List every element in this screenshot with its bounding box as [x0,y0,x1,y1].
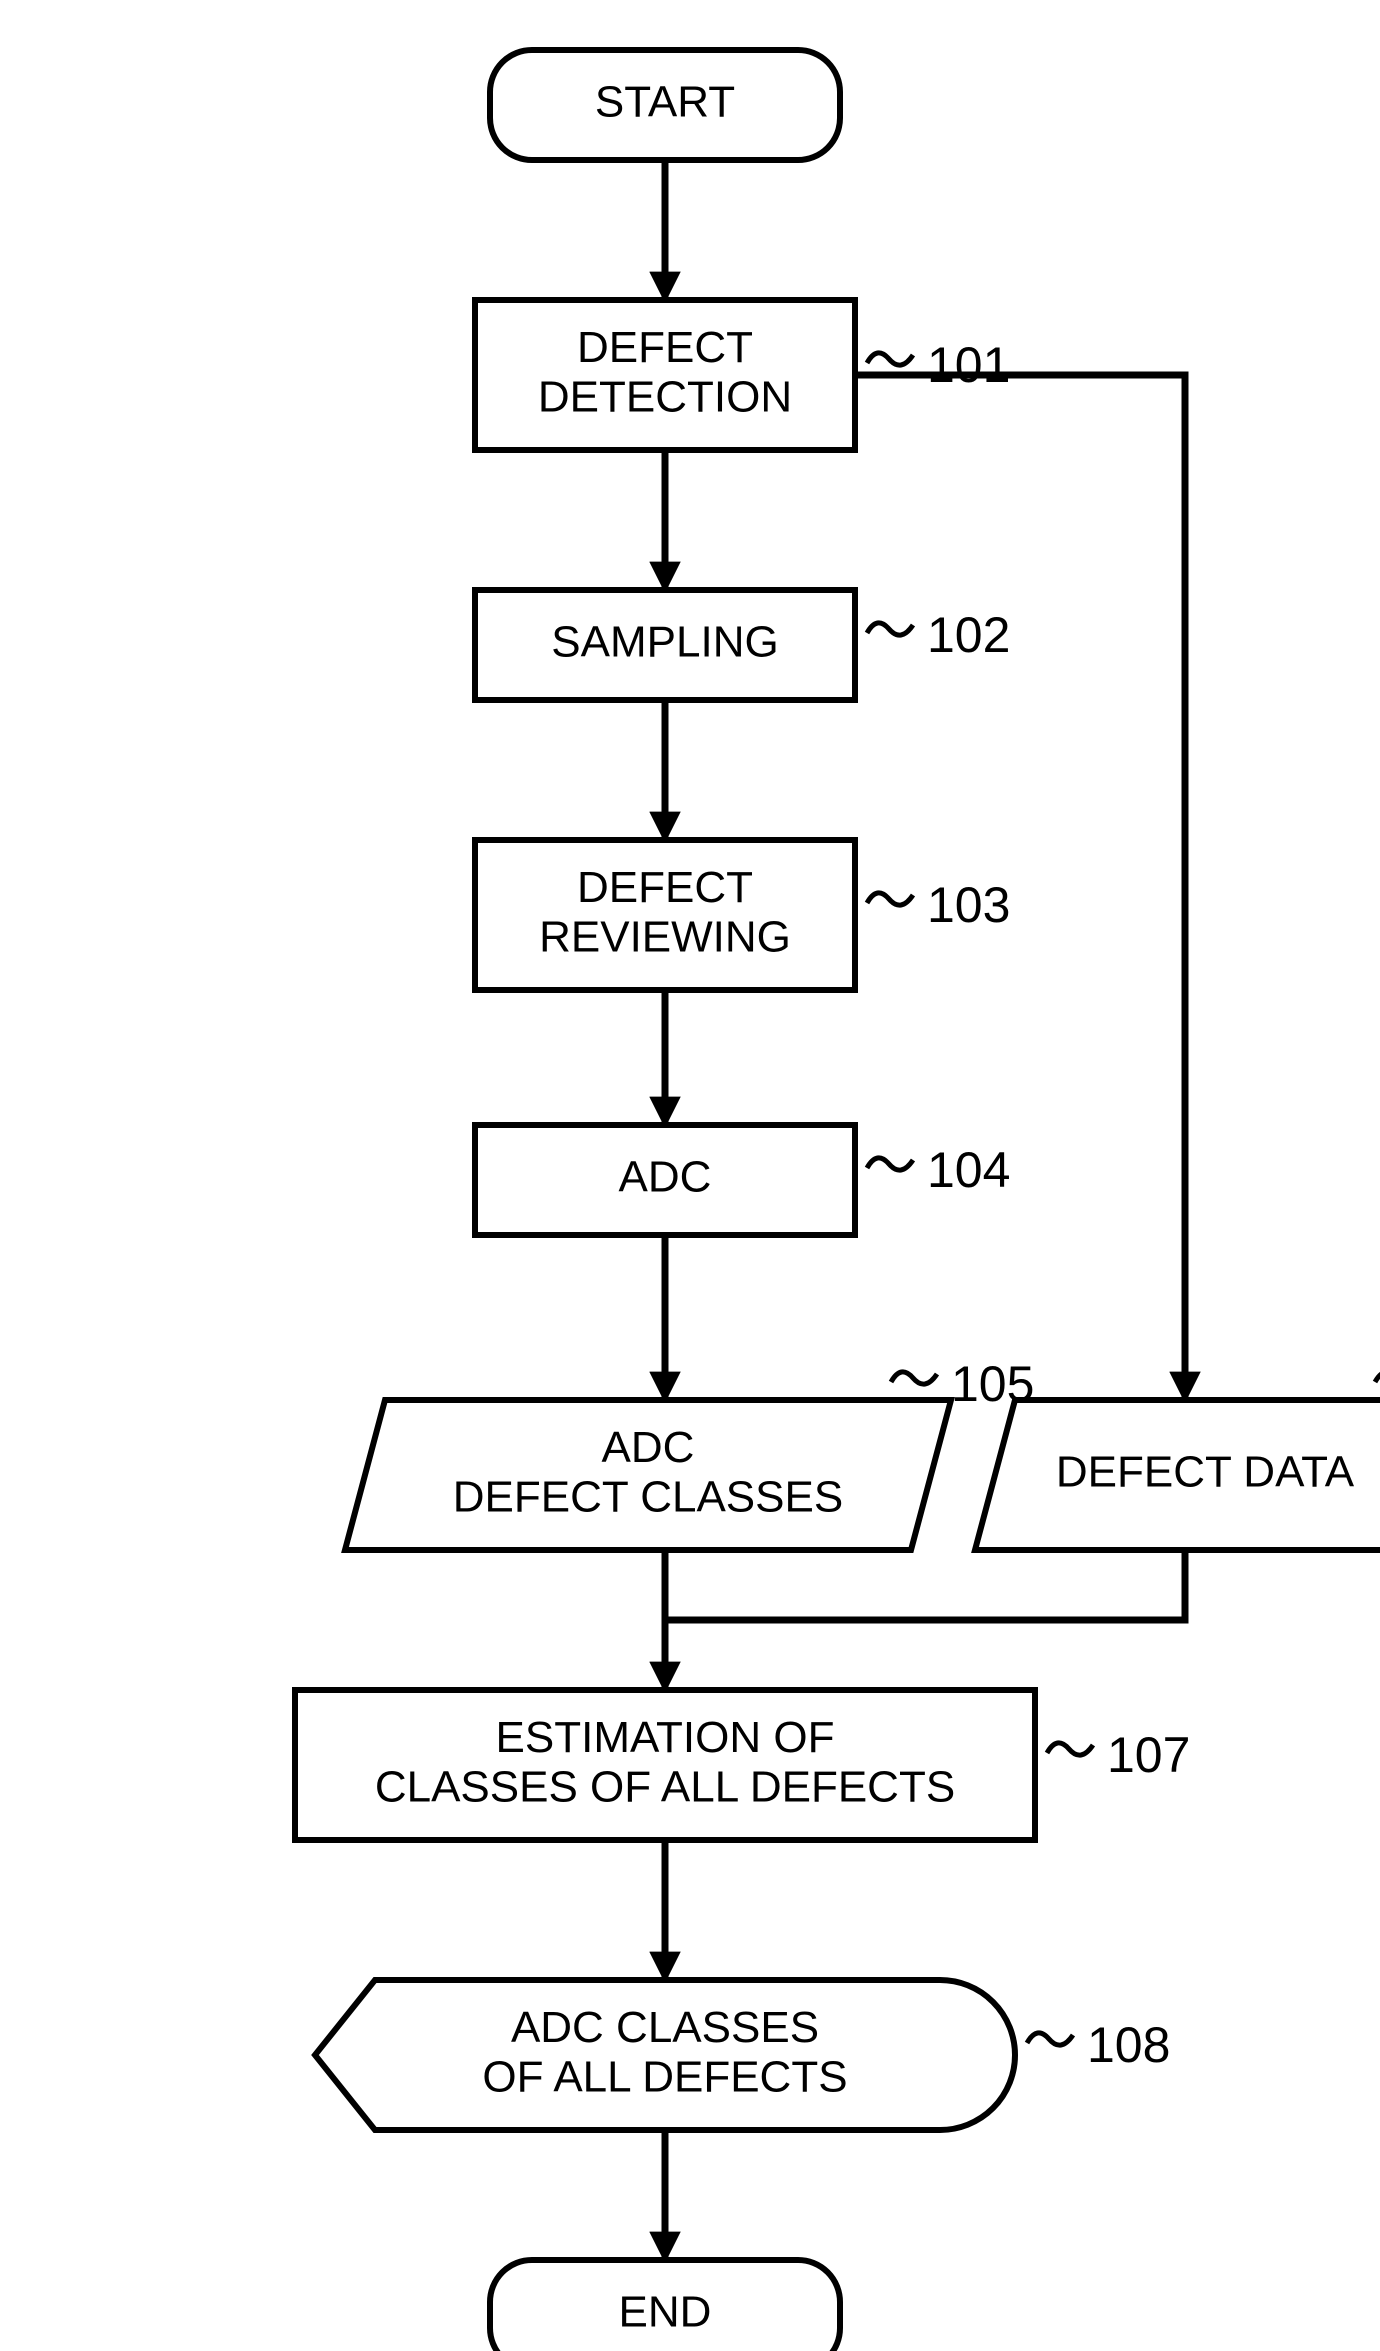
node-label: ADC CLASSES [511,2003,819,2052]
callout-number: 107 [1107,1727,1190,1783]
node-label: DEFECT DATA [1056,1448,1355,1497]
callout-number: 108 [1087,2017,1170,2073]
callout-number: 101 [927,337,1010,393]
node-label: END [619,2288,712,2337]
node-label: START [595,78,735,127]
node-label: REVIEWING [539,912,791,961]
node-start: START [490,50,840,160]
callout-number: 103 [927,877,1010,933]
node-label: ADC [602,1423,695,1472]
node-end: END [490,2260,840,2351]
callout-number: 102 [927,607,1010,663]
flowchart-stage: STARTDEFECTDETECTION101SAMPLING102DEFECT… [0,0,1380,2351]
node-label: CLASSES OF ALL DEFECTS [375,1762,955,1811]
node-label: ADC [619,1153,712,1202]
node-label: DETECTION [538,372,792,421]
node-label: ESTIMATION OF [496,1713,835,1762]
node-label: OF ALL DEFECTS [482,2052,847,2101]
node-label: DEFECT [577,863,753,912]
node-label: SAMPLING [551,618,778,667]
callout-number: 104 [927,1142,1010,1198]
node-label: DEFECT [577,323,753,372]
node-label: DEFECT CLASSES [453,1472,843,1521]
